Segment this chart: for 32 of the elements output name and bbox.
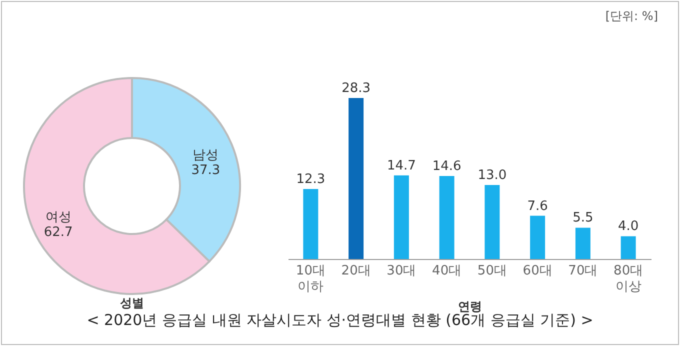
text: [단위: %] (605, 8, 658, 25)
x-axis-title: 연령 (458, 300, 482, 314)
bar (484, 185, 500, 259)
text: < 2020년 응급실 내원 자살시도자 성·연령대별 현황 (66개 응급실 기준) > (86, 311, 594, 330)
bar (303, 189, 318, 259)
data-label: 13.0 (478, 168, 507, 184)
bar (394, 175, 409, 259)
data-label: 14.6 (432, 158, 462, 174)
slice-label: 남성 (192, 148, 219, 163)
bar (530, 216, 546, 259)
bar (620, 236, 636, 259)
x-tick-label: 70대 (568, 264, 598, 278)
bar (348, 98, 364, 259)
text: 성별 (120, 296, 144, 310)
data-label: 28.3 (342, 81, 371, 96)
data-label: 14.7 (386, 158, 416, 174)
x-tick-label: 40대 (432, 264, 462, 278)
data-label: 37.3 (191, 162, 220, 178)
x-tick-label: 30대 (386, 264, 416, 278)
data-label: 4.0 (618, 219, 639, 234)
x-tick-label: 10대 이하 (296, 264, 326, 294)
x-tick-label: 20대 (341, 264, 371, 278)
data-label: 62.7 (44, 225, 73, 240)
data-label: 12.3 (296, 172, 326, 188)
data-label: 5.5 (572, 210, 594, 226)
x-tick-label: 60대 (522, 264, 552, 278)
slice-label: 여성 (45, 210, 72, 226)
x-tick-label: 50대 (477, 264, 507, 278)
bar (575, 228, 590, 259)
x-tick-label: 80대 이상 (614, 264, 644, 294)
data-label: 7.6 (527, 198, 548, 214)
bar (439, 176, 454, 259)
